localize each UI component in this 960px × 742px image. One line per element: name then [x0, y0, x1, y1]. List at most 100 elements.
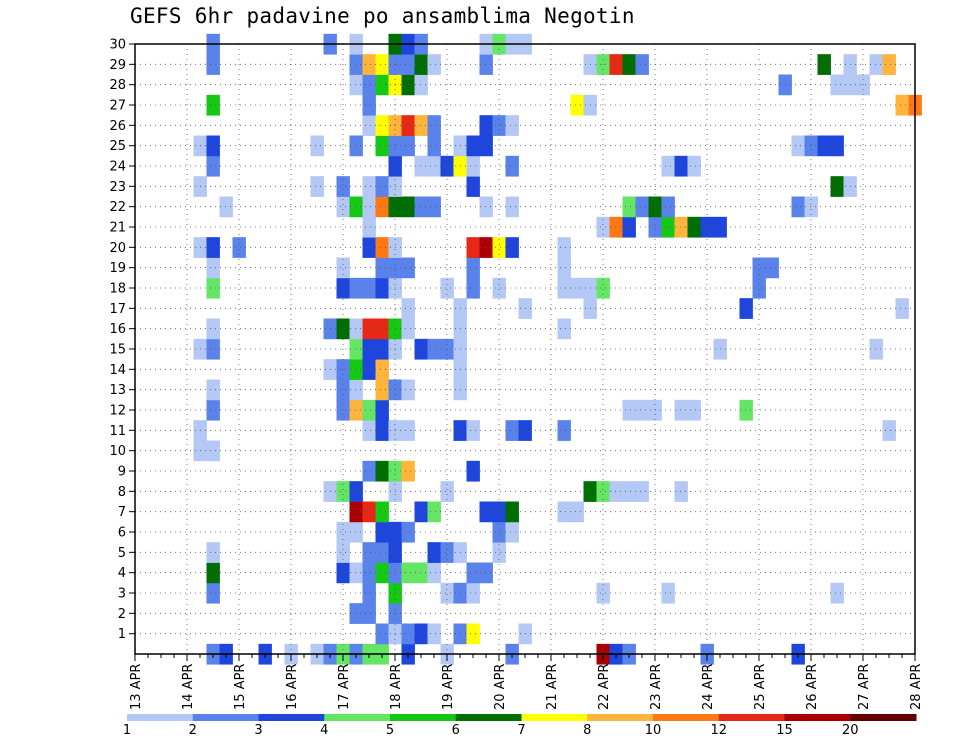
heatmap-cell — [687, 216, 701, 238]
heatmap-cell — [375, 501, 389, 523]
heatmap-cell — [336, 176, 350, 197]
heatmap-cell — [349, 501, 363, 523]
heatmap-cell — [375, 542, 389, 563]
y-tick-label: 15 — [109, 343, 126, 358]
grid-layer — [135, 44, 915, 654]
heatmap-cell — [570, 501, 584, 523]
heatmap-cell — [466, 420, 480, 441]
heatmap-cell — [362, 318, 376, 340]
colorbar-label: 1 — [123, 723, 131, 738]
heatmap-cell — [375, 176, 389, 197]
x-tick-label: 13 APR — [129, 664, 144, 710]
heatmap-cell — [427, 338, 441, 360]
colorbar-label: 20 — [842, 723, 859, 738]
heatmap-cell — [596, 277, 610, 299]
x-tick-label: 18 APR — [389, 664, 404, 710]
heatmap-cell — [414, 501, 428, 523]
heatmap-cell — [206, 542, 220, 563]
heatmap-cell — [336, 562, 350, 584]
x-tick-label: 22 APR — [597, 664, 612, 710]
heatmap-cell — [505, 237, 519, 258]
heatmap-cell — [622, 481, 636, 502]
heatmap-cell — [362, 562, 376, 584]
x-tick-label: 21 APR — [545, 664, 560, 710]
heatmap-cell — [362, 54, 376, 75]
heatmap-cell — [492, 115, 506, 136]
heatmap-cell — [375, 196, 389, 218]
heatmap-cell — [557, 501, 571, 523]
heatmap-cell — [479, 501, 493, 523]
y-tick-label: 5 — [118, 546, 126, 561]
heatmap-cell — [336, 399, 350, 421]
heatmap-cell — [349, 54, 363, 75]
y-tick-label: 4 — [118, 566, 126, 581]
heatmap-cell — [440, 542, 454, 563]
heatmap-cell — [206, 338, 220, 360]
heatmap-cell — [661, 582, 675, 604]
heatmap-cell — [479, 115, 493, 136]
y-tick-label: 20 — [109, 241, 126, 256]
chart-title: GEFS 6hr padavine po ansamblima Negotin — [130, 4, 635, 28]
heatmap-cell — [414, 74, 428, 96]
heatmap-cell — [401, 379, 415, 401]
heatmap-cell — [362, 277, 376, 299]
heatmap-cell — [596, 582, 610, 604]
heatmap-cell — [596, 216, 610, 238]
heatmap-cell — [349, 481, 363, 502]
heatmap-cell — [440, 155, 454, 177]
x-tick-label: 19 APR — [441, 664, 456, 710]
heatmap-cell — [401, 562, 415, 584]
heatmap-cell — [596, 481, 610, 502]
heatmap-cell — [674, 155, 688, 177]
heatmap-cell — [401, 420, 415, 441]
y-tick-label: 21 — [109, 221, 126, 236]
heatmap-cell — [206, 257, 220, 279]
heatmap-cell — [414, 196, 428, 218]
heatmap-cell — [362, 176, 376, 197]
colorbar-swatch — [587, 714, 654, 721]
heatmap-cell — [336, 196, 350, 218]
heatmap-cell — [505, 501, 519, 523]
heatmap-cell — [804, 135, 818, 157]
y-tick-label: 25 — [109, 139, 126, 154]
heatmap-cell — [466, 237, 480, 258]
heatmap-cell — [362, 603, 376, 624]
x-tick-label: 24 APR — [701, 664, 716, 710]
heatmap-cell — [817, 135, 831, 157]
colorbar-label: 7 — [517, 723, 525, 738]
y-tick-label: 11 — [109, 424, 126, 439]
heatmap-cell — [362, 94, 376, 116]
y-tick-label: 3 — [118, 587, 126, 602]
y-tick-label: 16 — [109, 322, 126, 337]
heatmap-cell — [362, 420, 376, 441]
heatmap-cell — [466, 562, 480, 584]
heatmap-cell — [362, 216, 376, 238]
heatmap-cell — [505, 196, 519, 218]
heatmap-cell — [349, 318, 363, 340]
heatmap-cell — [414, 155, 428, 177]
heatmap-cell — [466, 582, 480, 604]
x-tick-label: 28 APR — [909, 664, 924, 710]
x-tick-label: 25 APR — [753, 664, 768, 710]
heatmap-cell — [362, 542, 376, 563]
heatmap-cell — [375, 237, 389, 258]
cells-layer — [193, 33, 922, 665]
heatmap-cell — [375, 420, 389, 441]
y-tick-label: 24 — [109, 160, 126, 175]
heatmap-cell — [427, 196, 441, 218]
y-tick-label: 9 — [118, 465, 126, 480]
heatmap-cell — [700, 216, 714, 238]
heatmap-cell — [427, 54, 441, 75]
y-tick-label: 19 — [109, 261, 126, 276]
heatmap-cell — [349, 359, 363, 380]
heatmap-cell — [674, 399, 688, 421]
heatmap-cell — [414, 338, 428, 360]
x-tick-label: 17 APR — [337, 664, 352, 710]
heatmap-cell — [622, 216, 636, 238]
heatmap-cell — [492, 237, 506, 258]
heatmap-cell — [349, 379, 363, 401]
heatmap-cell — [791, 196, 805, 218]
heatmap-cell — [869, 54, 883, 75]
y-tick-label: 17 — [109, 302, 126, 317]
